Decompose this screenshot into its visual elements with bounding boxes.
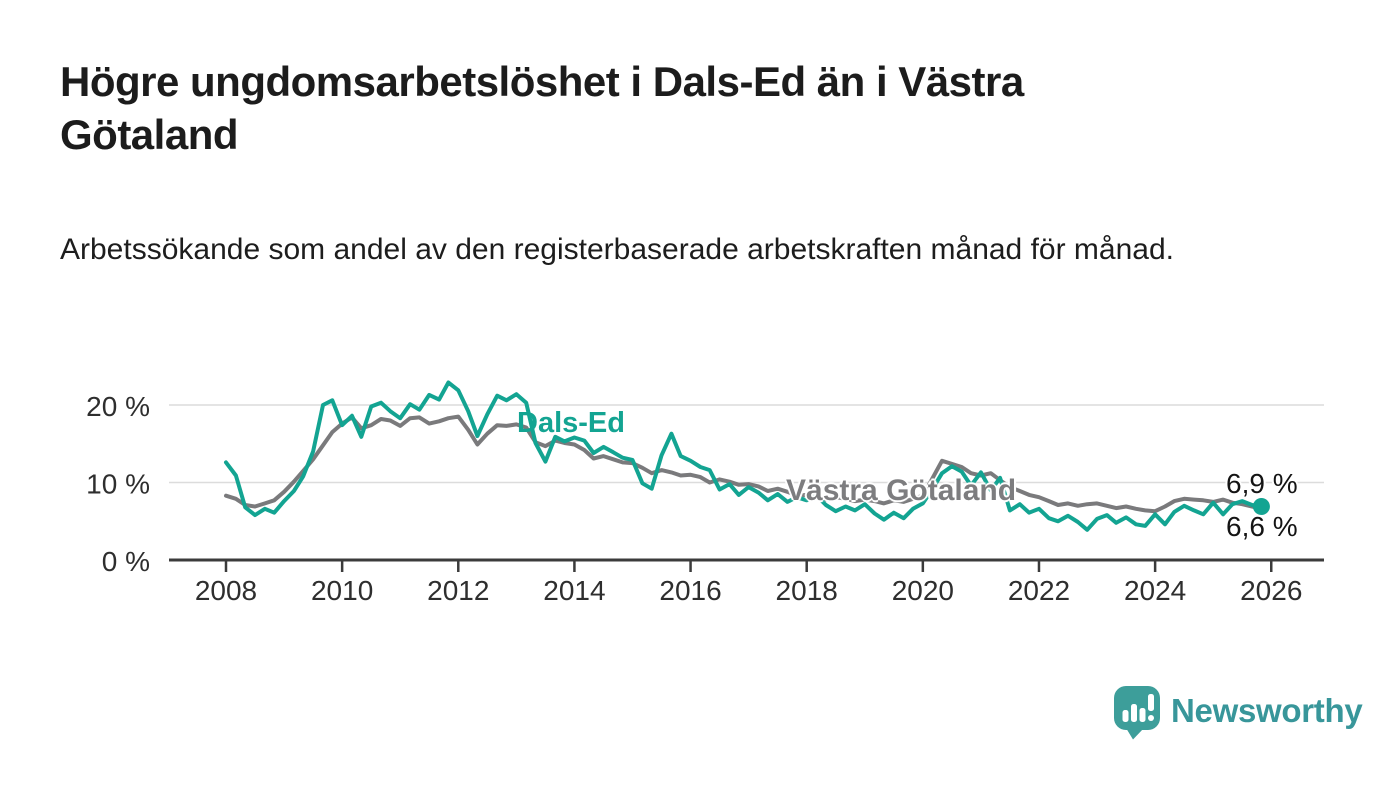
x-axis-tick-label: 2016 — [659, 575, 721, 606]
x-axis-tick-label: 2026 — [1240, 575, 1302, 606]
y-axis-tick-label: 0 % — [102, 546, 150, 577]
chart-title: Högre ungdomsarbetslöshet i Dals-Ed än i… — [60, 58, 1024, 158]
x-axis-tick-label: 2008 — [195, 575, 257, 606]
series-label-dals-ed: Dals-Ed — [517, 407, 625, 439]
chart-subtitle: Arbetssökande som andel av den registerb… — [60, 233, 1174, 266]
x-axis-tick-label: 2022 — [1008, 575, 1070, 606]
x-axis-tick-label: 2018 — [776, 575, 838, 606]
series-end-dot-dals-ed — [1252, 498, 1270, 515]
x-axis-tick-label: 2024 — [1124, 575, 1186, 606]
series-line-vastra-gotaland — [224, 414, 1264, 514]
end-value-label-vastra-gotaland: 6,6 % — [1226, 511, 1298, 542]
series-line-dals-ed — [224, 380, 1264, 532]
newsworthy-logo: Newsworthy — [1112, 684, 1363, 741]
series-label-vastra-gotaland: Västra Götaland — [786, 474, 1017, 507]
newsworthy-wordmark: Newsworthy — [1171, 691, 1363, 729]
newsworthy-logo-icon — [1114, 686, 1160, 740]
x-axis-tick-label: 2020 — [892, 575, 954, 606]
y-axis-tick-label: 20 % — [86, 391, 150, 422]
y-axis-tick-label: 10 % — [86, 469, 150, 500]
x-axis-tick-label: 2010 — [311, 575, 373, 606]
x-axis-tick-label: 2014 — [543, 575, 605, 606]
end-value-label-dals-ed: 6,9 % — [1226, 468, 1298, 499]
line-chart: 20 % 10 % 0 % 2008 2010 2012 2014 2016 2018 2020 2… — [86, 380, 1324, 606]
x-axis-tick-label: 2012 — [427, 575, 489, 606]
